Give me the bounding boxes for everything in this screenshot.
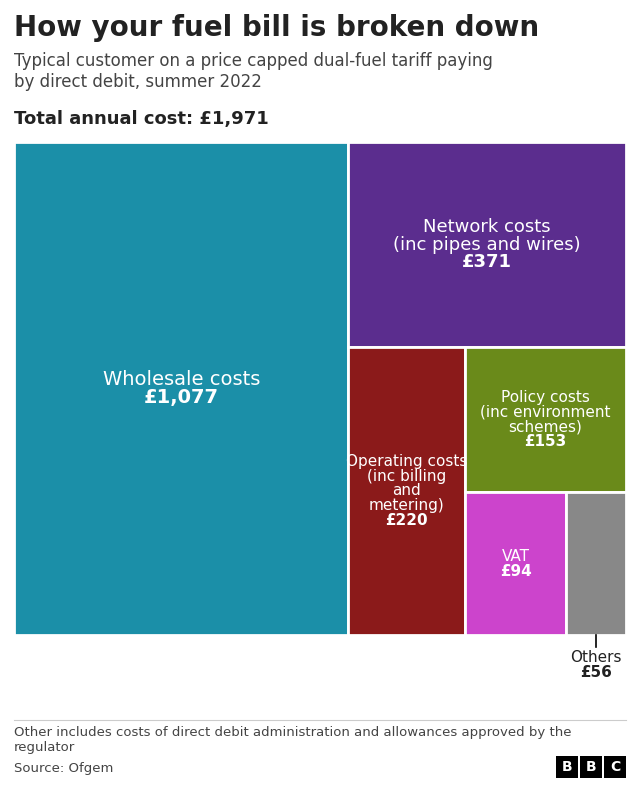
Text: Total annual cost: £1,971: Total annual cost: £1,971	[14, 110, 269, 128]
Text: C: C	[610, 760, 620, 774]
Text: schemes): schemes)	[509, 419, 582, 434]
Bar	[556, 756, 578, 778]
Text: Others: Others	[570, 650, 621, 665]
Text: Operating costs: Operating costs	[346, 454, 467, 468]
Text: Typical customer on a price capped dual-fuel tariff paying
by direct debit, summ: Typical customer on a price capped dual-…	[14, 52, 493, 91]
Bar	[566, 492, 626, 635]
Text: Network costs: Network costs	[424, 218, 551, 236]
Bar	[348, 142, 626, 347]
Text: (inc pipes and wires): (inc pipes and wires)	[394, 235, 581, 254]
Text: Wholesale costs: Wholesale costs	[102, 370, 260, 388]
Text: (inc billing: (inc billing	[367, 468, 447, 484]
Bar	[465, 347, 626, 492]
Text: £371: £371	[462, 253, 512, 271]
Text: Source: Ofgem: Source: Ofgem	[14, 762, 113, 775]
Text: B: B	[562, 760, 572, 774]
Text: £220: £220	[385, 513, 428, 528]
Text: VAT: VAT	[502, 549, 529, 563]
Text: Other includes costs of direct debit administration and allowances approved by t: Other includes costs of direct debit adm…	[14, 726, 572, 754]
Text: metering): metering)	[369, 498, 445, 513]
Bar	[14, 142, 348, 635]
Text: £1,077: £1,077	[144, 388, 219, 408]
Text: How your fuel bill is broken down: How your fuel bill is broken down	[14, 14, 539, 42]
Text: £94: £94	[500, 563, 531, 579]
Text: and: and	[392, 484, 421, 498]
Text: Policy costs: Policy costs	[501, 390, 590, 405]
Bar	[580, 756, 602, 778]
Bar	[604, 756, 626, 778]
Bar	[348, 347, 465, 635]
Text: £153: £153	[524, 434, 566, 449]
Text: B: B	[586, 760, 596, 774]
Text: £56: £56	[580, 665, 612, 680]
Bar	[465, 492, 566, 635]
Text: (inc environment: (inc environment	[481, 405, 611, 420]
